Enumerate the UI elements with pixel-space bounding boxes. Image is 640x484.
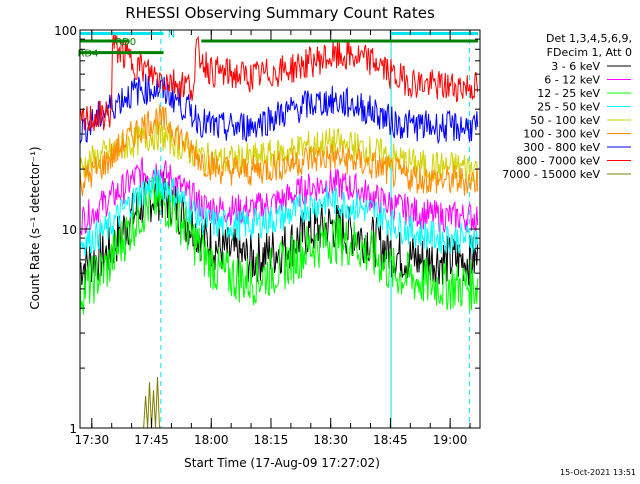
series-line-1 (79, 157, 479, 236)
x-tick-label: 19:00 (433, 433, 468, 447)
series-line-3 (79, 168, 479, 257)
series-line-5 (79, 104, 479, 197)
flag-bar-label-2: RD4 (77, 49, 98, 60)
x-tick-label: 17:30 (75, 433, 110, 447)
y-tick-label: 10 (62, 223, 77, 237)
x-tick-label: 18:15 (254, 433, 289, 447)
footer-timestamp: 15-Oct-2021 13:51 (560, 468, 636, 477)
legend-entry-label: 7000 - 15000 keV (502, 168, 600, 181)
series-line-2 (79, 175, 479, 315)
x-tick-label: 18:45 (373, 433, 408, 447)
legend-entry-label: 6 - 12 keV (544, 74, 600, 87)
series-line-7 (79, 32, 479, 132)
y-tick-label: 100 (54, 24, 77, 38)
x-tick-label: 18:00 (194, 433, 229, 447)
plot-area: N RD0 RD4 17:30 17:45 18:00 18:15 18:30 18:45 19:… (54, 24, 481, 447)
flag-bar-label-0: N (168, 30, 175, 41)
chart-title: RHESSI Observing Summary Count Rates (125, 4, 435, 22)
legend-entry-label: 3 - 6 keV (551, 60, 600, 73)
legend-entry-label: 300 - 800 keV (523, 141, 600, 154)
legend-entry-label: 50 - 100 keV (530, 114, 600, 127)
legend-entry-label: 800 - 7000 keV (516, 155, 600, 168)
legend: Det 1,3,4,5,6,9,FDecim 1, Att 03 - 6 keV… (502, 32, 632, 181)
x-tick-label: 18:30 (313, 433, 348, 447)
series-line-4 (79, 118, 479, 183)
legend-header-line: FDecim 1, Att 0 (547, 46, 632, 59)
series-line-6 (79, 73, 479, 145)
legend-entry-label: 25 - 50 keV (537, 101, 600, 114)
x-tick-label: 17:45 (134, 433, 169, 447)
flag-bar-label-1: RD0 (115, 37, 136, 48)
legend-entry-label: 12 - 25 keV (537, 87, 600, 100)
y-axis-label: Count Rate (s⁻¹ detector⁻¹) (28, 146, 42, 309)
legend-header-line: Det 1,3,4,5,6,9, (546, 32, 632, 45)
legend-entry-label: 100 - 300 keV (523, 128, 600, 141)
x-axis-label: Start Time (17-Aug-09 17:27:02) (184, 456, 380, 470)
y-tick-label: 1 (69, 422, 77, 436)
